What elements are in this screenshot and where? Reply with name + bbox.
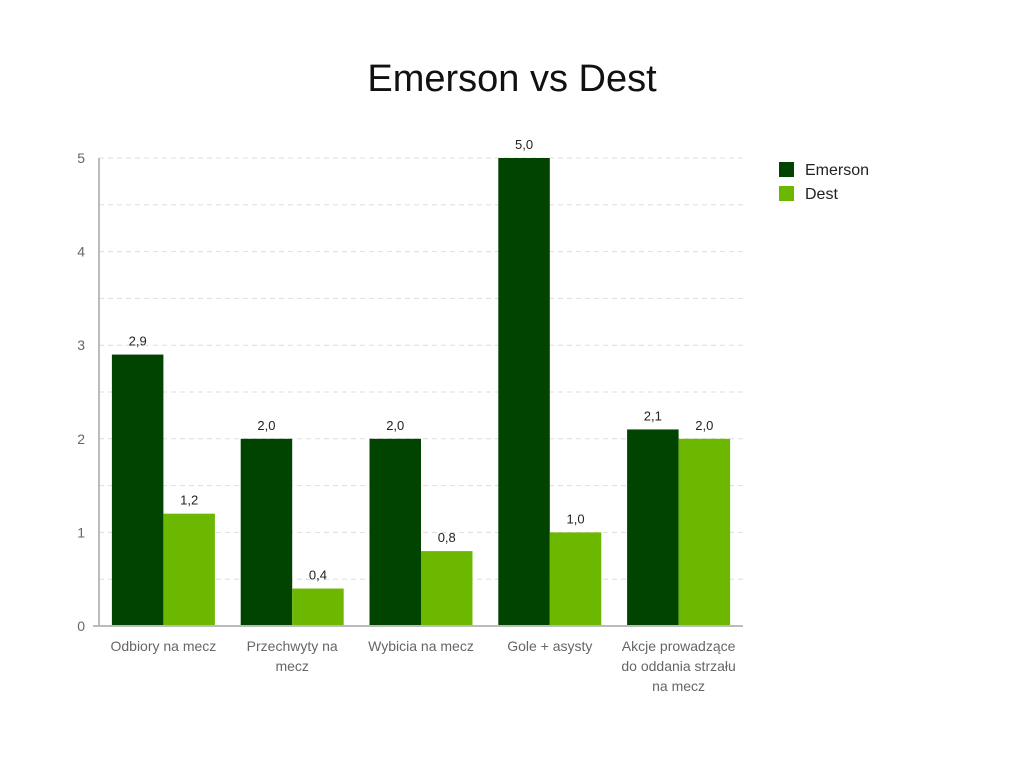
y-tick-label: 5 — [77, 150, 85, 166]
bar-emerson — [627, 429, 679, 626]
bar-emerson — [240, 438, 293, 626]
data-label: 2,0 — [386, 418, 404, 433]
category-label: Wybicia na mecz — [368, 638, 474, 654]
chart-title: Emerson vs Dest — [367, 58, 657, 100]
y-tick-label: 1 — [77, 524, 85, 540]
data-label: 2,9 — [129, 334, 147, 349]
data-label: 0,8 — [438, 530, 456, 545]
y-tick-label: 0 — [77, 618, 85, 634]
bar-emerson — [111, 354, 164, 626]
bar-emerson — [498, 158, 550, 626]
category-label: Akcje prowadzące do oddania strzału na mec… — [621, 638, 735, 694]
data-label: 2,0 — [695, 418, 713, 433]
bar-dest — [678, 438, 731, 626]
legend: Emerson Dest — [779, 162, 869, 203]
category-label: Odbiory na mecz — [110, 638, 216, 654]
bar-dest — [421, 551, 473, 626]
data-label: 1,0 — [567, 511, 585, 526]
legend-label-dest: Dest — [805, 186, 838, 203]
data-label: 0,4 — [309, 568, 327, 583]
bar-dest — [549, 532, 602, 626]
category-label: Przechwyty na mecz — [247, 638, 338, 674]
category-label: Gole + asysty — [507, 638, 592, 654]
y-tick-label: 3 — [77, 337, 85, 353]
data-label: 2,0 — [257, 418, 275, 433]
y-tick-label: 4 — [77, 244, 85, 260]
bar-dest — [163, 513, 215, 626]
legend-label-emerson: Emerson — [805, 162, 869, 179]
bar-emerson — [369, 438, 421, 626]
data-label: 1,2 — [180, 493, 198, 508]
data-label: 2,1 — [644, 408, 662, 423]
bar-dest — [292, 588, 344, 626]
data-label: 5,0 — [515, 137, 533, 152]
legend-swatch-dest — [779, 186, 794, 201]
legend-swatch-emerson — [779, 162, 794, 177]
axes: 0 1 2 3 4 5 Odbiory na mecz Przechwyty na mecz Wy… — [77, 150, 743, 694]
y-tick-label: 2 — [77, 431, 85, 447]
bars: 2,9 1,2 2,0 0,4 2,0 0,8 5,0 1,0 2,1 2,0 — [111, 137, 731, 626]
